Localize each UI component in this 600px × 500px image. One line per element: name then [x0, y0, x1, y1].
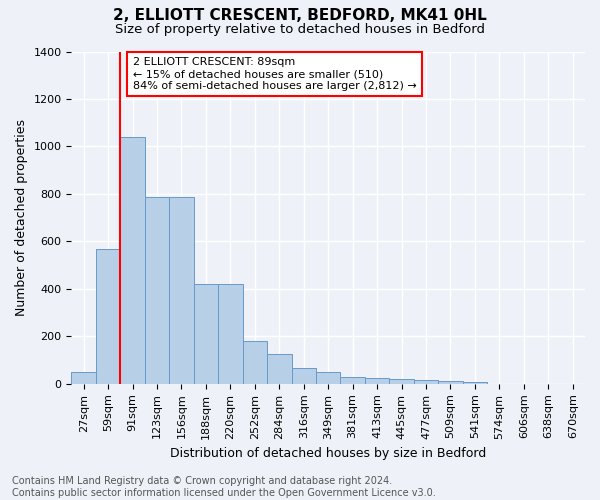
Bar	[365, 378, 389, 384]
Bar	[463, 382, 487, 384]
Bar	[267, 354, 292, 384]
Bar	[145, 198, 169, 384]
Text: Size of property relative to detached houses in Bedford: Size of property relative to detached ho…	[115, 22, 485, 36]
Text: Contains HM Land Registry data © Crown copyright and database right 2024.
Contai: Contains HM Land Registry data © Crown c…	[12, 476, 436, 498]
Bar	[242, 341, 267, 384]
Bar	[121, 137, 145, 384]
Bar	[96, 248, 121, 384]
Bar	[389, 378, 414, 384]
Bar	[414, 380, 438, 384]
Bar	[340, 377, 365, 384]
Bar	[169, 198, 194, 384]
Bar	[194, 284, 218, 384]
Bar	[218, 284, 242, 384]
Bar	[316, 372, 340, 384]
Text: 2 ELLIOTT CRESCENT: 89sqm
← 15% of detached houses are smaller (510)
84% of semi: 2 ELLIOTT CRESCENT: 89sqm ← 15% of detac…	[133, 58, 416, 90]
Bar	[438, 382, 463, 384]
X-axis label: Distribution of detached houses by size in Bedford: Distribution of detached houses by size …	[170, 447, 487, 460]
Y-axis label: Number of detached properties: Number of detached properties	[15, 119, 28, 316]
Bar	[292, 368, 316, 384]
Text: 2, ELLIOTT CRESCENT, BEDFORD, MK41 0HL: 2, ELLIOTT CRESCENT, BEDFORD, MK41 0HL	[113, 8, 487, 22]
Bar	[71, 372, 96, 384]
